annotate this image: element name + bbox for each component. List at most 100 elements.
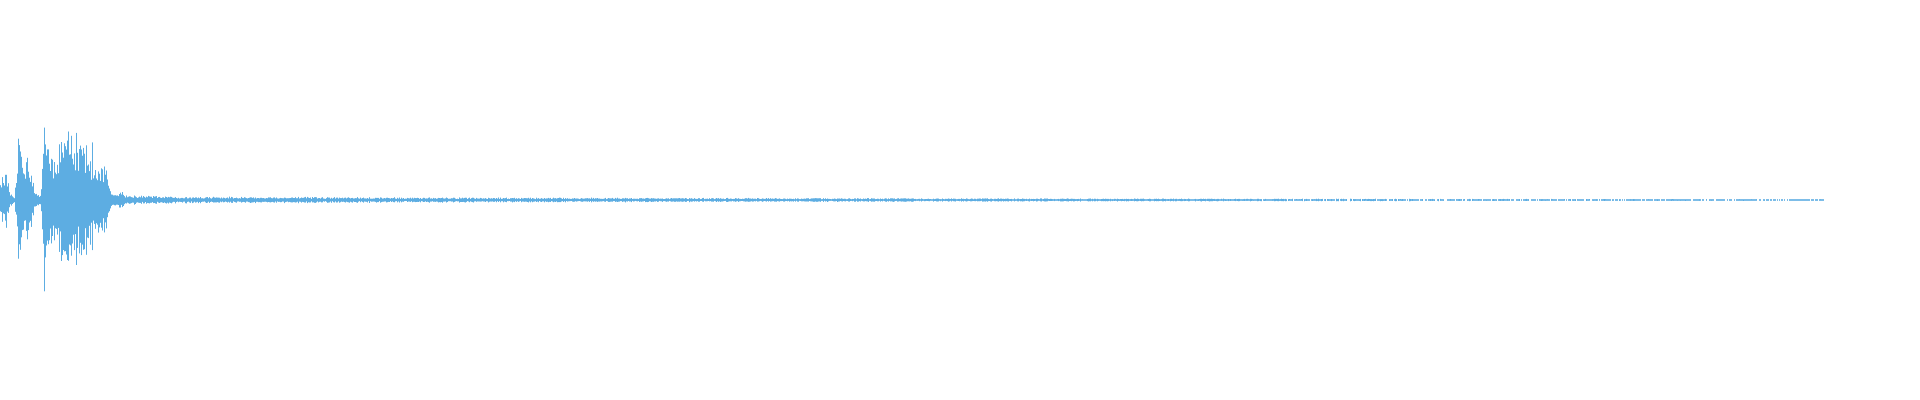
waveform-sample-bar <box>642 198 643 202</box>
waveform-sample-bar <box>1096 199 1097 201</box>
waveform-sample-bar <box>979 198 980 202</box>
waveform-sample-bar <box>1099 199 1100 201</box>
waveform-sample-bar <box>766 198 767 202</box>
waveform-sample-bar <box>1180 199 1181 202</box>
waveform-sample-bar <box>649 198 650 202</box>
waveform-sample-bar <box>1286 199 1287 202</box>
waveform-sample-bar <box>123 194 124 206</box>
waveform-sample-bar <box>933 198 934 202</box>
waveform-sample-bar <box>7 186 8 212</box>
waveform-sample-bar <box>1244 198 1245 201</box>
waveform-sample-bar <box>471 198 472 202</box>
waveform-sample-bar <box>716 198 717 202</box>
waveform-sample-bar <box>451 198 452 202</box>
waveform-sample-bar <box>952 199 953 201</box>
waveform-sample-bar <box>418 198 419 202</box>
waveform-sample-bar <box>1166 199 1167 201</box>
waveform-sample-bar <box>66 149 67 255</box>
waveform-sample-bar <box>585 198 586 202</box>
waveform-sample-bar <box>852 198 853 202</box>
waveform-sample-bar <box>11 194 12 206</box>
waveform-sample-bar <box>408 198 409 202</box>
waveform-sample-bar <box>1581 199 1582 201</box>
waveform-sample-bar <box>846 199 847 201</box>
waveform-sample-bar <box>474 198 475 202</box>
waveform-sample-bar <box>1259 199 1260 201</box>
waveform-sample-bar <box>1775 199 1776 201</box>
waveform-sample-bar <box>1172 199 1173 201</box>
waveform-sample-bar <box>1602 199 1603 201</box>
waveform-sample-bar <box>194 198 195 202</box>
waveform-sample-bar <box>647 197 648 203</box>
waveform-sample-bar <box>321 197 322 203</box>
waveform-sample-bar <box>1787 199 1788 201</box>
waveform-sample-bar <box>226 197 227 202</box>
waveform-sample-bar <box>13 197 14 203</box>
waveform-sample-bar <box>358 198 359 202</box>
waveform-sample-bar <box>697 198 698 202</box>
waveform-sample-bar <box>1722 199 1723 201</box>
waveform-sample-bar <box>637 198 638 202</box>
waveform-sample-bar <box>718 198 719 202</box>
waveform-sample-bar <box>937 198 938 202</box>
waveform-sample-bar <box>15 187 16 212</box>
waveform-sample-bar <box>40 195 41 205</box>
waveform-sample-bar <box>940 199 941 202</box>
waveform-sample-bar <box>1468 199 1469 201</box>
waveform-sample-bar <box>1637 199 1638 201</box>
waveform-sample-bar <box>1156 198 1157 202</box>
waveform-sample-bar <box>1822 199 1823 201</box>
waveform-sample-bar <box>930 199 931 201</box>
waveform-sample-bar <box>333 197 334 203</box>
waveform-sample-bar <box>761 198 762 202</box>
waveform-sample-bar <box>817 198 818 202</box>
waveform-sample-bar <box>1024 198 1025 202</box>
waveform-sample-bar <box>1041 198 1042 202</box>
waveform-sample-bar <box>1133 199 1134 201</box>
waveform-sample-bar <box>1655 199 1656 201</box>
waveform-sample-bar <box>745 198 746 202</box>
waveform-sample-bar <box>351 198 352 203</box>
waveform-sample-bar <box>743 198 744 202</box>
waveform-sample-bar <box>825 198 826 202</box>
waveform-sample-bar <box>1527 199 1528 201</box>
waveform-sample-bar <box>349 197 350 203</box>
waveform-sample-bar <box>824 199 825 201</box>
waveform-sample-bar <box>388 198 389 202</box>
waveform-sample-bar <box>1251 198 1252 201</box>
waveform-sample-bar <box>213 196 214 203</box>
waveform-sample-bar <box>1523 199 1524 201</box>
waveform-sample-bar <box>1032 199 1033 201</box>
waveform-sample-bar <box>402 198 403 202</box>
waveform-sample-bar <box>221 197 222 203</box>
waveform-sample-bar <box>1564 199 1565 201</box>
waveform-sample-bar <box>1644 199 1645 201</box>
waveform-sample-bar <box>1354 199 1355 202</box>
waveform-sample-bar <box>72 158 73 244</box>
waveform-sample-bar <box>412 197 413 203</box>
waveform-sample-bar <box>1368 198 1369 201</box>
waveform-sample-bar <box>117 195 118 205</box>
waveform-sample-bar <box>1163 198 1164 202</box>
waveform-sample-bar <box>251 197 252 203</box>
waveform-sample-bar <box>547 198 548 202</box>
waveform-sample-bar <box>513 198 514 202</box>
waveform-sample-bar <box>364 198 365 202</box>
waveform-sample-bar <box>360 197 361 203</box>
waveform-sample-bar <box>1356 199 1357 201</box>
waveform-sample-bar <box>1817 199 1818 201</box>
waveform-sample-bar <box>22 167 23 231</box>
waveform-sample-bar <box>1428 199 1429 201</box>
waveform-sample-bar <box>1132 199 1133 201</box>
waveform-sample-bar <box>1803 199 1804 201</box>
waveform-sample-bar <box>1577 199 1578 201</box>
waveform-sample-bar <box>389 198 390 202</box>
waveform-sample-bar <box>731 198 732 202</box>
waveform-sample-bar <box>413 198 414 202</box>
waveform-sample-bar <box>519 198 520 202</box>
waveform-sample-bar <box>899 198 900 202</box>
waveform-sample-bar <box>908 198 909 202</box>
waveform-sample-bar <box>973 199 974 201</box>
waveform-sample-bar <box>109 188 110 212</box>
waveform-sample-bar <box>1782 199 1783 201</box>
